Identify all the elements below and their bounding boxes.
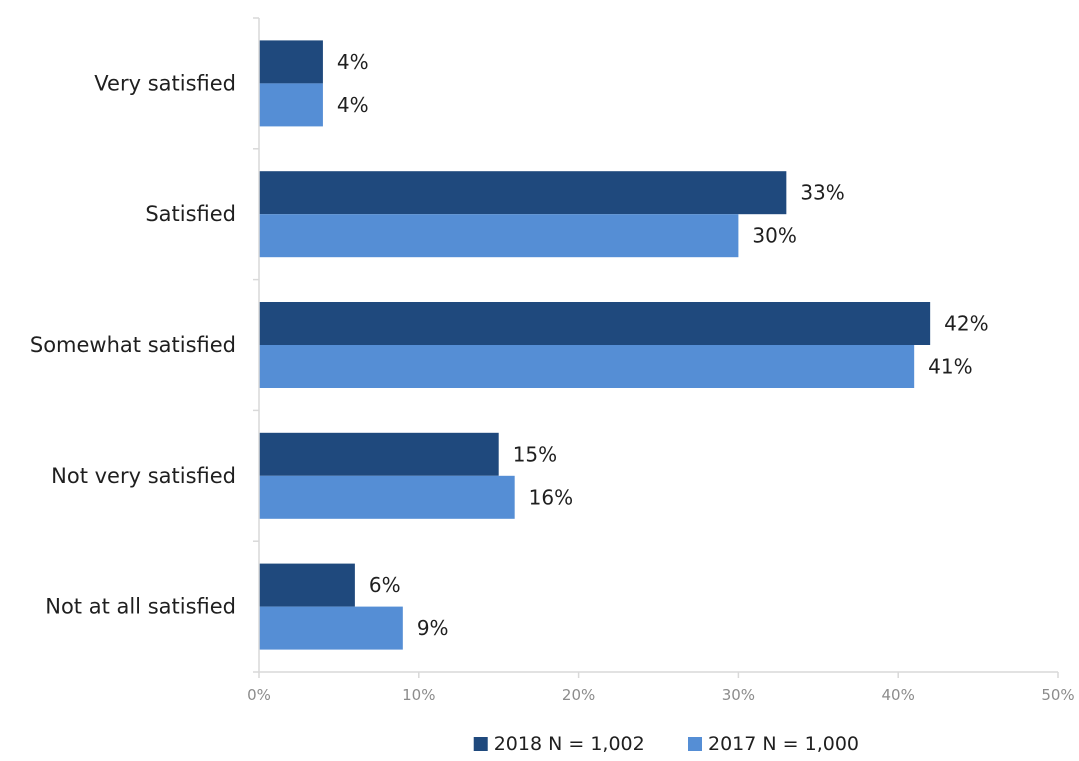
x-tick-labels: 0% 10% 20% 30% 40% 50% — [247, 686, 1075, 704]
bar-somewhat-satisfied-series-1 — [259, 302, 931, 345]
x-tick-label: 30% — [722, 686, 755, 704]
x-tick-label: 40% — [882, 686, 915, 704]
bar-not-very-satisfied-series-1 — [259, 432, 499, 476]
legend-label-series-1: 2018 N = 1,002 — [494, 733, 645, 755]
data-label-somewhat-satisfied-series-2: 41% — [928, 355, 972, 379]
data-label-not-very-satisfied-series-2: 16% — [529, 485, 573, 509]
x-tick-label: 0% — [247, 686, 271, 704]
category-label-very-satisfied: Very satisfied — [94, 71, 236, 95]
data-label-satisfied-series-2: 30% — [752, 224, 796, 248]
legend-swatch-series-2 — [688, 737, 702, 751]
bar-not-at-all-satisfied-series-1 — [259, 563, 355, 607]
legend: 2018 N = 1,002 2017 N = 1,000 — [473, 733, 859, 755]
category-label-satisfied: Satisfied — [145, 202, 236, 226]
category-label-not-at-all-satisfied: Not at all satisfied — [45, 595, 236, 619]
bar-not-at-all-satisfied-series-2 — [259, 606, 403, 650]
x-tick-label: 50% — [1041, 686, 1074, 704]
value-labels: 4% 4% 33%30% 42% 41% 15% 16% 6% 9% — [337, 50, 989, 640]
category-label-somewhat-satisfied: Somewhat satisfied — [30, 333, 236, 357]
category-label-not-very-satisfied: Not very satisfied — [51, 464, 236, 488]
category-labels: Very satisfied Satisfied Somewhat satisfie… — [30, 71, 236, 618]
bar-satisfied-series-2 — [259, 214, 739, 258]
bar-satisfied-series-1 — [259, 171, 787, 215]
axes — [253, 17, 1059, 678]
data-label-satisfied-series-1: 33% — [800, 181, 844, 205]
data-label-somewhat-satisfied-series-1: 42% — [944, 312, 988, 336]
legend-swatch-series-1 — [473, 737, 488, 751]
x-tick-label: 10% — [402, 686, 435, 704]
legend-label-series-2: 2017 N = 1,000 — [708, 733, 859, 755]
data-label-not-very-satisfied-series-1: 15% — [513, 442, 557, 466]
bar-very-satisfied-series-2 — [259, 83, 323, 127]
bar-not-very-satisfied-series-2 — [259, 475, 515, 519]
data-label-not-at-all-satisfied-series-2: 9% — [417, 616, 449, 640]
bar-somewhat-satisfied-series-2 — [259, 345, 915, 388]
data-label-very-satisfied-series-1: 4% — [337, 50, 369, 74]
bars — [259, 40, 931, 650]
x-tick-label: 20% — [562, 686, 595, 704]
data-label-not-at-all-satisfied-series-1: 6% — [369, 573, 401, 597]
data-label-very-satisfied-series-2: 4% — [337, 93, 369, 117]
bar-very-satisfied-series-1 — [259, 40, 323, 84]
